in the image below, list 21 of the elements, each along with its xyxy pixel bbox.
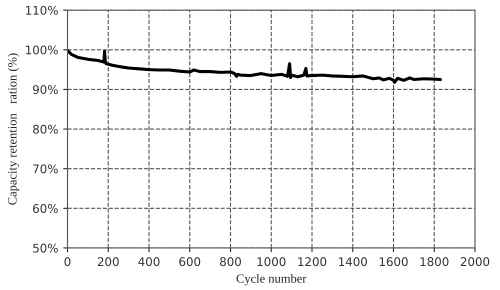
x-axis-title: Cycle number [236,274,306,286]
y-tick-label: 70% [33,164,58,174]
y-tick-label: 80% [33,124,58,134]
x-tick-label: 1400 [339,257,367,266]
line-series [68,49,442,84]
y-tick-label: 100% [26,46,58,54]
y-tick-label: 60% [33,204,58,213]
x-tick-label: 600 [179,257,200,266]
x-tick-label: 0 [64,257,70,266]
y-axis-title: Capacity retention ration (%) [8,53,20,205]
x-tick-label: 1800 [420,257,448,266]
x-tick-label: 2000 [460,257,490,266]
x-tick-label: 200 [98,257,119,266]
x-tick-label: 400 [138,257,160,266]
x-tick-label: 1200 [298,257,326,266]
x-tick-label: 1000 [258,257,286,266]
y-tick-label: 110% [26,6,58,15]
x-tick-label: 1600 [380,257,408,266]
x-tick-label: 800 [220,257,241,266]
y-tick-label: 50% [33,244,58,253]
y-tick-label: 90% [32,85,58,94]
